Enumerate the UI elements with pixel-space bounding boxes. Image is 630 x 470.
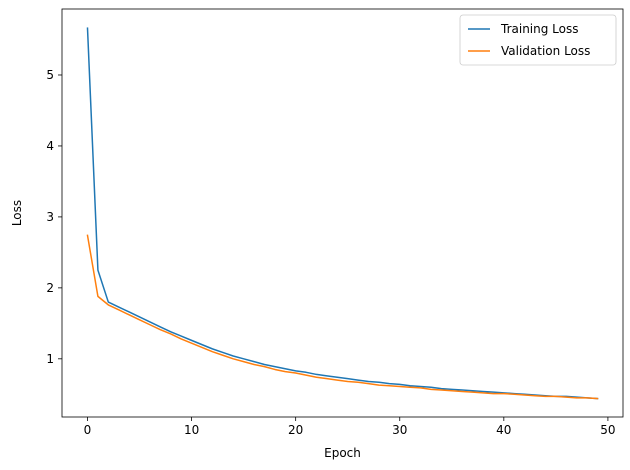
legend-label-validation-loss: Validation Loss <box>501 44 590 58</box>
y-axis-ticks: 1 2 3 4 5 <box>46 68 62 366</box>
axes-frame <box>61 8 624 418</box>
legend-label-training-loss: Training Loss <box>500 22 578 36</box>
series-layer <box>86 27 599 400</box>
x-tick-label: 50 <box>600 423 615 437</box>
x-tick-label: 20 <box>288 423 303 437</box>
x-tick-label: 30 <box>392 423 407 437</box>
y-tick-label: 1 <box>46 352 54 366</box>
legend: Training Loss Validation Loss <box>459 14 617 66</box>
y-tick-label: 4 <box>46 139 54 153</box>
y-axis-label: Loss <box>10 200 24 226</box>
y-tick-label: 3 <box>46 210 54 224</box>
x-tick-label: 0 <box>84 423 92 437</box>
x-tick-label: 10 <box>184 423 199 437</box>
series-line-validation-loss <box>86 234 599 400</box>
y-tick-label: 5 <box>46 68 54 82</box>
x-axis-label: Epoch <box>324 446 361 460</box>
legend-box <box>459 14 617 66</box>
y-tick-label: 2 <box>46 281 54 295</box>
x-tick-label: 40 <box>496 423 511 437</box>
x-axis-ticks: 0 10 20 30 40 50 <box>84 417 616 437</box>
